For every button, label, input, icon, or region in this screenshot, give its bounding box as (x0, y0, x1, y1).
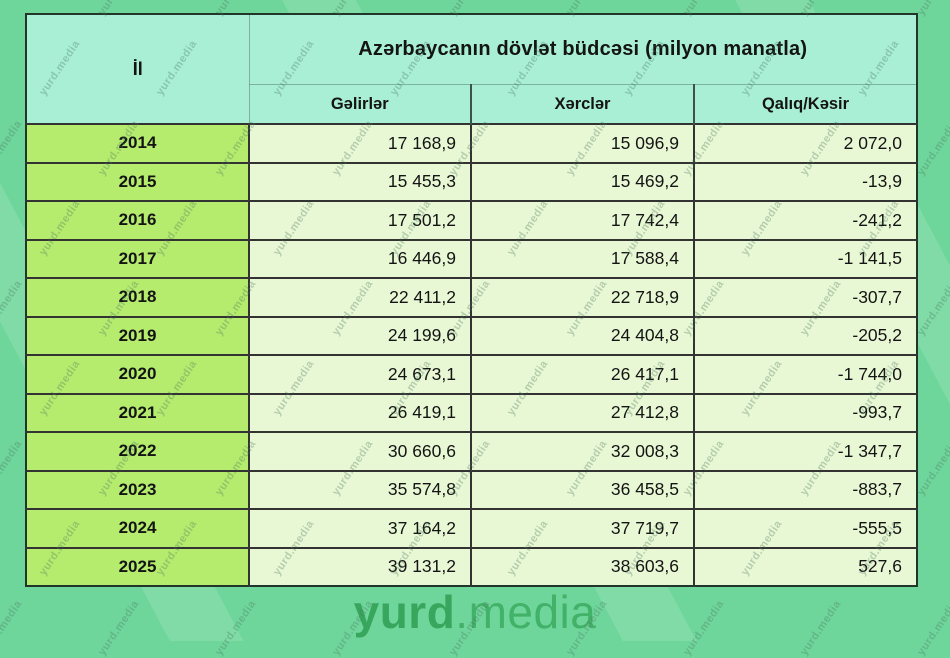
table-row: 2018 22 411,2 22 718,9 -307,7 (26, 277, 917, 317)
year-cell: 2014 (26, 123, 250, 163)
table-row: 2025 39 131,2 38 603,6 527,6 (26, 546, 917, 586)
qaliq-cell: -993,7 (693, 392, 917, 432)
gelirler-cell: 26 419,1 (248, 392, 471, 432)
xercler-cell: 36 458,5 (470, 469, 694, 509)
xercler-cell: 22 718,9 (470, 277, 694, 317)
qaliq-cell: 527,6 (693, 546, 917, 586)
logo-text-bold: yurd (353, 585, 456, 638)
xercler-cell: 15 096,9 (470, 123, 694, 163)
xercler-cell: 38 603,6 (470, 546, 694, 586)
qaliq-cell: -241,2 (693, 200, 917, 240)
column-header-xercler: Xərclər (470, 84, 694, 124)
xercler-cell: 27 412,8 (470, 392, 694, 432)
column-header-gelirler: Gəlirlər (249, 84, 471, 124)
footer-band: yurd.media (0, 582, 950, 641)
table-row: 2015 15 455,3 15 469,2 -13,9 (26, 161, 917, 201)
budget-table: İl Azərbaycanın dövlət büdcəsi (milyon m… (25, 13, 918, 587)
year-cell: 2019 (26, 315, 250, 355)
qaliq-cell: -13,9 (693, 161, 917, 201)
year-cell: 2023 (26, 469, 250, 509)
table-row: 2019 24 199,6 24 404,8 -205,2 (26, 315, 917, 355)
table-row: 2020 24 673,1 26 417,1 -1 744,0 (26, 354, 917, 394)
header-row-title: İl Azərbaycanın dövlət büdcəsi (milyon m… (26, 14, 917, 124)
table-row: 2022 30 660,6 32 008,3 -1 347,7 (26, 431, 917, 471)
qaliq-cell: -1 347,7 (693, 431, 917, 471)
table-row: 2023 35 574,8 36 458,5 -883,7 (26, 469, 917, 509)
year-cell: 2017 (26, 238, 250, 278)
year-cell: 2022 (26, 431, 250, 471)
year-cell: 2015 (26, 161, 250, 201)
gelirler-cell: 24 199,6 (248, 315, 471, 355)
gelirler-cell: 15 455,3 (248, 161, 471, 201)
table-row: 2024 37 164,2 37 719,7 -555,5 (26, 508, 917, 548)
year-cell: 2024 (26, 508, 250, 548)
table-row: 2021 26 419,1 27 412,8 -993,7 (26, 392, 917, 432)
year-cell: 2021 (26, 392, 250, 432)
logo-text-regular: .media (455, 585, 597, 638)
yurd-media-logo: yurd.media (354, 589, 597, 635)
qaliq-cell: -307,7 (693, 277, 917, 317)
gelirler-cell: 17 501,2 (248, 200, 471, 240)
xercler-cell: 17 588,4 (470, 238, 694, 278)
column-header-qaliq: Qalıq/Kəsir (693, 84, 917, 124)
xercler-cell: 37 719,7 (470, 508, 694, 548)
table-title: Azərbaycanın dövlət büdcəsi (milyon mana… (249, 14, 917, 85)
xercler-cell: 32 008,3 (470, 431, 694, 471)
gelirler-cell: 35 574,8 (248, 469, 471, 509)
year-column-header: İl (26, 14, 250, 124)
xercler-cell: 15 469,2 (470, 161, 694, 201)
year-cell: 2020 (26, 354, 250, 394)
table-row: 2017 16 446,9 17 588,4 -1 141,5 (26, 238, 917, 278)
qaliq-cell: -555,5 (693, 508, 917, 548)
qaliq-cell: -1 141,5 (693, 238, 917, 278)
xercler-cell: 26 417,1 (470, 354, 694, 394)
table-row: 2016 17 501,2 17 742,4 -241,2 (26, 200, 917, 240)
gelirler-cell: 37 164,2 (248, 508, 471, 548)
gelirler-cell: 39 131,2 (248, 546, 471, 586)
gelirler-cell: 16 446,9 (248, 238, 471, 278)
gelirler-cell: 17 168,9 (248, 123, 471, 163)
xercler-cell: 24 404,8 (470, 315, 694, 355)
header-row-columns: Gəlirlər Xərclər Qalıq/Kəsir (26, 84, 917, 124)
qaliq-cell: -205,2 (693, 315, 917, 355)
year-cell: 2018 (26, 277, 250, 317)
gelirler-cell: 24 673,1 (248, 354, 471, 394)
qaliq-cell: 2 072,0 (693, 123, 917, 163)
year-cell: 2016 (26, 200, 250, 240)
qaliq-cell: -1 744,0 (693, 354, 917, 394)
qaliq-cell: -883,7 (693, 469, 917, 509)
gelirler-cell: 22 411,2 (248, 277, 471, 317)
year-cell: 2025 (26, 546, 250, 586)
xercler-cell: 17 742,4 (470, 200, 694, 240)
gelirler-cell: 30 660,6 (248, 431, 471, 471)
table-row: 2014 17 168,9 15 096,9 2 072,0 (26, 123, 917, 163)
